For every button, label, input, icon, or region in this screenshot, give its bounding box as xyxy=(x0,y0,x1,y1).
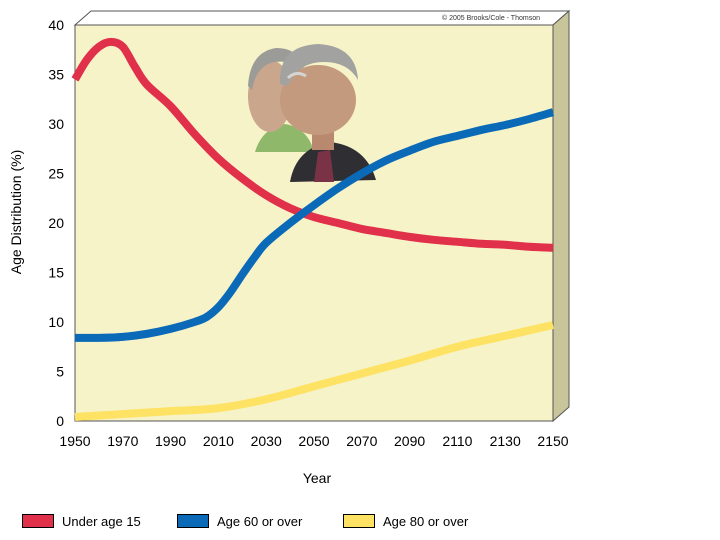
x-axis-label: Year xyxy=(303,470,332,486)
y-tick-label: 0 xyxy=(56,413,64,429)
y-tick-label: 10 xyxy=(48,314,64,330)
legend-item-60-over: Age 60 or over xyxy=(177,512,302,530)
copyright-credit: © 2005 Brooks/Cole - Thomson xyxy=(442,14,540,22)
legend-swatch-under-15 xyxy=(22,514,54,528)
x-tick-label: 2050 xyxy=(298,433,329,449)
y-tick-label: 40 xyxy=(48,17,64,33)
illustration-man-face xyxy=(280,65,356,135)
legend-label-60-over: Age 60 or over xyxy=(217,513,303,529)
legend-swatch-80-over xyxy=(343,514,375,528)
x-tick-label: 2110 xyxy=(442,433,472,449)
y-tick-label: 30 xyxy=(48,116,64,132)
x-tick-label: 2150 xyxy=(537,433,568,449)
illustration-man-hair xyxy=(279,44,358,86)
x-tick-label: 1970 xyxy=(107,433,138,449)
plot-box-right-face xyxy=(552,9,570,423)
ticks-layer: 0 5 10 15 20 25 30 35 40 1950 1970 1990 2010 2030 2050… xyxy=(48,17,568,449)
series-line-80-over xyxy=(74,321,554,422)
x-tick-label: 2130 xyxy=(490,433,521,449)
legend-swatch-60-over xyxy=(177,514,209,528)
legend-item-80-over: Age 80 or over xyxy=(343,512,468,530)
illustration-man-eyebrow xyxy=(286,71,307,80)
x-tick-label: 2010 xyxy=(203,433,234,449)
x-tick-label: 2090 xyxy=(394,433,425,449)
illustration-man-jacket xyxy=(290,142,376,182)
series-line-60-over xyxy=(74,108,555,342)
x-tick-label: 1950 xyxy=(59,433,90,449)
x-tick-label: 2030 xyxy=(251,433,282,449)
y-axis-label: Age Distribution (%) xyxy=(8,150,24,275)
legend-item-under-15: Under age 15 xyxy=(22,512,141,530)
legend-label-80-over: Age 80 or over xyxy=(383,513,469,529)
y-tick-label: 25 xyxy=(48,166,64,182)
y-tick-label: 20 xyxy=(48,215,64,231)
legend-label-under-15: Under age 15 xyxy=(62,513,141,529)
x-tick-label: 2070 xyxy=(346,433,377,449)
x-tick-label: 1990 xyxy=(155,433,186,449)
y-tick-label: 35 xyxy=(48,67,64,83)
elderly-couple-illustration xyxy=(248,44,376,182)
illustration-man-shirt xyxy=(314,150,334,182)
series-layer xyxy=(71,37,555,422)
series-line-under-15 xyxy=(71,37,554,252)
y-tick-label: 5 xyxy=(56,364,64,380)
y-tick-label: 15 xyxy=(48,265,64,281)
